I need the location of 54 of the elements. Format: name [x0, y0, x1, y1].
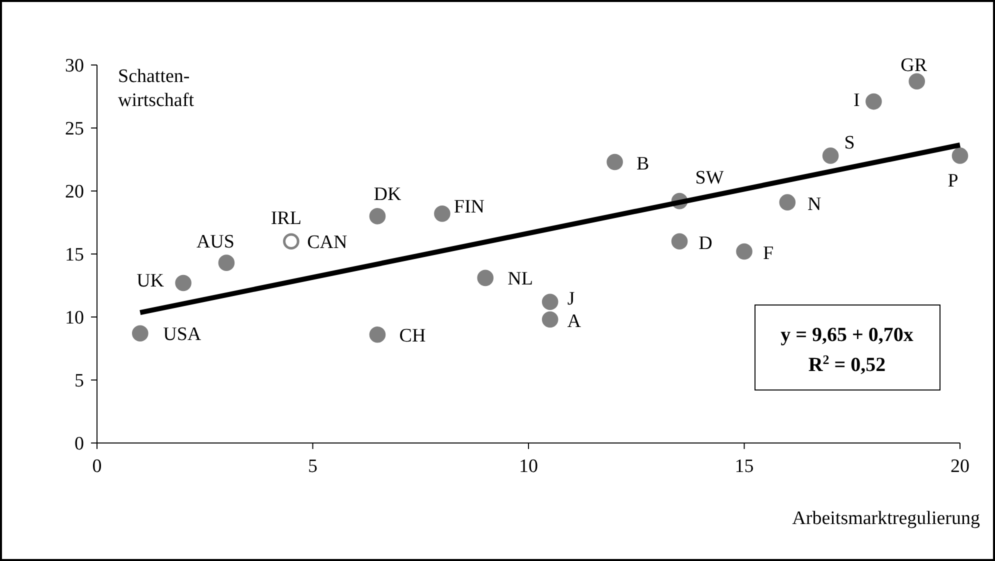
x-tick-label: 0 [92, 456, 102, 477]
annotation: I [854, 90, 860, 112]
annotation: A [567, 311, 582, 332]
annotation: AUS [196, 231, 234, 252]
annotation: S [844, 132, 855, 154]
y-axis-title: Schatten-wirtschaft [118, 66, 195, 111]
annotation: N [808, 194, 822, 215]
x-tick-label: 20 [950, 456, 970, 477]
point [218, 254, 235, 271]
point [606, 154, 623, 170]
annotation: R$^{2}$ = 0,52 [808, 352, 886, 376]
point [434, 206, 450, 222]
annotation: y = 9,65 + 0,70x [780, 324, 914, 346]
y-tick-label: 10 [65, 308, 84, 329]
annotation: SW [695, 168, 724, 189]
point [542, 311, 558, 328]
point [132, 325, 148, 342]
x-tick-label: 15 [734, 456, 754, 477]
point [866, 93, 882, 110]
point [477, 270, 494, 286]
y-tick-label: 15 [65, 244, 84, 266]
x-tick-label: 5 [308, 456, 318, 477]
annotation: J [567, 288, 575, 310]
annotation: GR [900, 55, 928, 76]
annotation: CAN [307, 232, 348, 254]
annotation: B [636, 154, 650, 175]
point [908, 73, 926, 90]
point [736, 243, 752, 260]
point [671, 233, 688, 250]
x-axis-title: Arbeitsmarktregulierung [792, 508, 980, 529]
annotation: UK [136, 270, 164, 292]
y-tick-label: 20 [65, 182, 84, 203]
annotation: F [762, 243, 774, 264]
point [542, 294, 558, 310]
point [822, 148, 839, 164]
y-tick-label: 0 [74, 434, 84, 455]
annotation: CH [399, 325, 426, 346]
annotation: D [698, 233, 712, 254]
annotation: IRL [270, 208, 302, 230]
point [952, 148, 968, 164]
x-tick-label: 10 [519, 456, 538, 477]
point [779, 194, 796, 210]
y-tick-label: 5 [74, 370, 84, 392]
annotation: USA [163, 324, 202, 346]
point [369, 326, 386, 343]
annotation: NL [508, 268, 534, 290]
point [175, 274, 192, 292]
annotation: P [948, 170, 958, 192]
point [283, 233, 300, 250]
y-tick-label: 30 [65, 56, 84, 77]
y-tick-label: 25 [65, 118, 84, 140]
annotation: FIN [454, 196, 485, 218]
point [369, 208, 386, 224]
annotation: DK [374, 184, 402, 205]
